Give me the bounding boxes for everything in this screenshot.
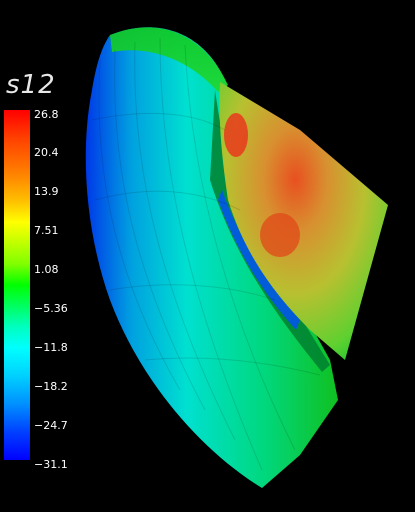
- hot-spot-upper: [224, 113, 248, 157]
- legend-tick: 7.51: [34, 224, 59, 237]
- top-rim: [110, 27, 228, 93]
- legend-tick: 26.8: [34, 108, 59, 121]
- legend-tick: −5.36: [34, 302, 68, 315]
- cold-edge: [218, 190, 300, 330]
- legend-tick: −11.8: [34, 341, 68, 354]
- legend-tick: −31.1: [34, 458, 68, 471]
- legend-tick: 20.4: [34, 146, 59, 159]
- legend-title: s12: [6, 70, 56, 100]
- hot-spot-middle: [260, 213, 300, 257]
- legend-tick: −18.2: [34, 380, 68, 393]
- outer-shell-surface: [85, 27, 338, 489]
- legend-tick: 1.08: [34, 263, 59, 276]
- color-scale-bar: [4, 110, 30, 460]
- legend-tick: −24.7: [34, 419, 68, 432]
- mesh-lines: [91, 37, 321, 471]
- legend-tick: 13.9: [34, 185, 59, 198]
- cut-face: [219, 82, 388, 360]
